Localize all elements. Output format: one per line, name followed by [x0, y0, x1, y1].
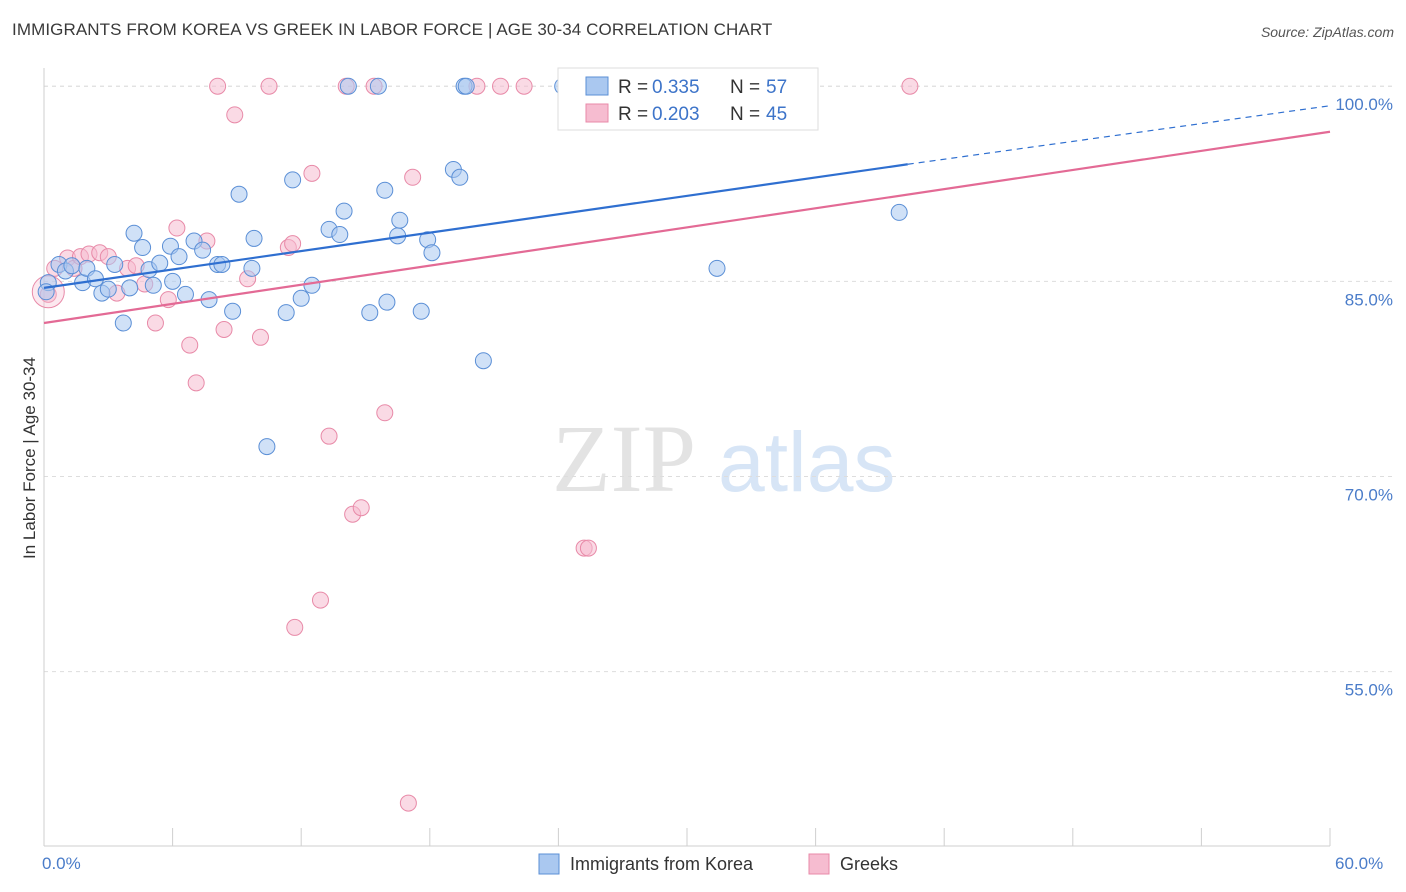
- point-korea: [423, 244, 441, 262]
- point-korea: [391, 211, 409, 229]
- point-korea: [292, 289, 310, 307]
- y-tick-label: 70.0%: [1345, 486, 1393, 505]
- point-korea: [474, 352, 492, 370]
- point-korea: [376, 181, 394, 199]
- point-korea: [114, 314, 132, 332]
- point-greeks: [399, 794, 417, 812]
- gridlines: [44, 85, 1392, 673]
- point-greeks: [320, 427, 338, 445]
- trend-lines: [43, 105, 1331, 325]
- point-greeks: [168, 219, 186, 237]
- legend-top-blue-n-label: N =: [730, 77, 760, 98]
- point-korea: [134, 239, 152, 257]
- point-korea: [243, 259, 261, 277]
- point-korea: [194, 241, 212, 259]
- point-korea: [378, 293, 396, 311]
- legend-top-swatch-pink: [585, 103, 609, 123]
- point-greeks: [579, 539, 597, 557]
- point-greeks: [226, 106, 244, 124]
- legend-bottom-swatch-greeks: [808, 853, 830, 875]
- legend-top-blue-r-label: R =: [618, 77, 648, 98]
- point-korea: [106, 255, 124, 273]
- y-axis-label: In Labor Force | Age 30-34: [20, 357, 39, 559]
- legend-top-pink-r-label: R =: [618, 104, 648, 125]
- legend-top-pink-r-value: 0.203: [652, 104, 700, 125]
- point-korea: [331, 226, 349, 244]
- point-greeks: [404, 168, 422, 186]
- point-korea: [335, 202, 353, 220]
- point-korea: [284, 171, 302, 189]
- point-korea: [457, 77, 475, 95]
- point-greeks: [209, 77, 227, 95]
- point-greeks: [515, 77, 533, 95]
- point-korea: [176, 285, 194, 303]
- point-greeks: [146, 314, 164, 332]
- y-tick-label: 85.0%: [1345, 290, 1393, 309]
- x-axis-ticks: [43, 828, 1331, 846]
- y-tick-label: 55.0%: [1345, 681, 1393, 700]
- point-korea: [144, 276, 162, 294]
- legend-top-swatch-blue: [585, 76, 609, 96]
- trend-line-greeks: [43, 130, 1331, 325]
- point-korea: [164, 272, 182, 290]
- point-korea: [170, 248, 188, 266]
- point-korea: [451, 168, 469, 186]
- point-korea: [339, 77, 357, 95]
- watermark-atlas: atlas: [718, 415, 895, 509]
- point-korea: [361, 304, 379, 322]
- chart-title: IMMIGRANTS FROM KOREA VS GREEK IN LABOR …: [12, 20, 773, 39]
- point-korea: [99, 280, 117, 298]
- point-greeks: [352, 499, 370, 517]
- point-korea: [258, 438, 276, 456]
- point-korea: [151, 254, 169, 272]
- legend-bottom: Immigrants from Korea Greeks: [538, 853, 898, 875]
- point-greeks: [181, 336, 199, 354]
- y-tick-labels: 100.0% 85.0% 70.0% 55.0%: [1335, 95, 1393, 699]
- point-korea: [230, 185, 248, 203]
- legend-top-blue-n-value: 57: [766, 77, 787, 98]
- legend-bottom-label-korea: Immigrants from Korea: [570, 854, 754, 874]
- point-korea: [213, 255, 231, 273]
- source-credit: Source: ZipAtlas.com: [1260, 24, 1394, 40]
- point-korea: [277, 304, 295, 322]
- point-korea: [412, 302, 430, 320]
- legend-top-blue-r-value: 0.335: [652, 77, 700, 98]
- point-greeks: [901, 77, 919, 95]
- point-greeks: [251, 328, 269, 346]
- point-greeks: [376, 404, 394, 422]
- point-greeks: [187, 374, 205, 392]
- point-korea: [708, 259, 726, 277]
- legend-top: R = 0.335 N = 57 R = 0.203 N = 45: [557, 67, 819, 131]
- point-greeks: [260, 77, 278, 95]
- point-greeks: [215, 321, 233, 339]
- legend-bottom-label-greeks: Greeks: [840, 854, 898, 874]
- point-greeks: [311, 591, 329, 609]
- trend-line-korea: [43, 163, 908, 289]
- watermark-zip: ZIP: [552, 405, 696, 512]
- legend-bottom-swatch-korea: [538, 853, 560, 875]
- point-korea: [125, 224, 143, 242]
- point-korea: [224, 302, 242, 320]
- point-greeks: [284, 235, 302, 253]
- legend-top-pink-n-label: N =: [730, 104, 760, 125]
- x-tick-label-max: 60.0%: [1335, 854, 1383, 873]
- x-tick-label-min: 0.0%: [42, 854, 81, 873]
- legend-top-pink-n-value: 45: [766, 104, 787, 125]
- point-greeks: [303, 164, 321, 182]
- point-korea: [369, 77, 387, 95]
- point-korea: [303, 276, 321, 294]
- point-greeks: [492, 77, 510, 95]
- point-korea: [63, 257, 81, 275]
- point-korea: [121, 279, 139, 297]
- trend-extension-korea: [907, 105, 1331, 165]
- point-korea: [890, 203, 908, 221]
- series-korea: [37, 77, 908, 456]
- point-korea: [245, 229, 263, 247]
- y-tick-label: 100.0%: [1335, 95, 1393, 114]
- point-greeks: [286, 618, 304, 636]
